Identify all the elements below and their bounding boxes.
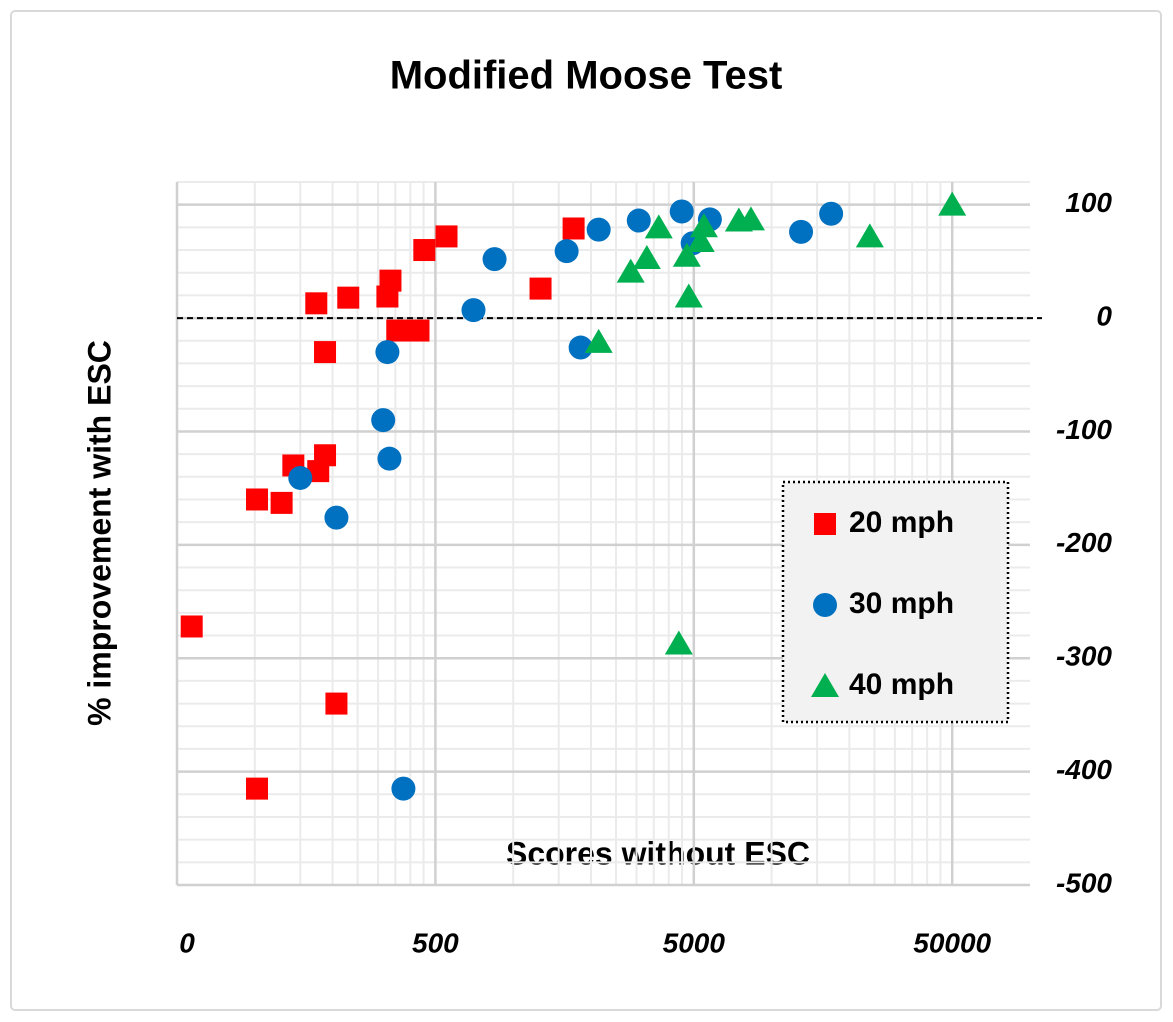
- y-tick-label: -100: [1056, 414, 1112, 445]
- marker: [270, 491, 293, 514]
- legend-marker: [814, 513, 836, 535]
- marker: [337, 286, 360, 309]
- marker: [938, 191, 967, 216]
- marker: [554, 239, 579, 264]
- y-tick-label: 0: [1096, 300, 1112, 331]
- marker: [180, 615, 203, 638]
- marker: [686, 227, 715, 252]
- chart-title: Modified Moose Test: [390, 54, 783, 98]
- marker: [375, 340, 400, 365]
- marker: [672, 242, 701, 267]
- x-tick-label: 500: [412, 927, 459, 958]
- marker: [644, 214, 673, 239]
- marker: [664, 630, 693, 655]
- marker: [789, 219, 814, 244]
- y-tick-label: 100: [1065, 187, 1112, 218]
- marker: [632, 244, 661, 269]
- marker: [568, 335, 593, 360]
- marker: [461, 298, 486, 323]
- marker: [669, 199, 694, 224]
- x-tick-label: 5000: [663, 927, 726, 958]
- marker: [674, 283, 703, 308]
- marker: [482, 247, 507, 272]
- marker: [325, 692, 348, 715]
- marker: [616, 258, 645, 283]
- marker: [386, 319, 409, 342]
- marker: [413, 239, 436, 262]
- marker: [689, 213, 718, 238]
- y-tick-label: -400: [1056, 754, 1112, 785]
- marker: [314, 444, 337, 467]
- marker: [626, 208, 651, 233]
- legend-marker: [813, 593, 837, 617]
- y-tick-label: -200: [1056, 527, 1112, 558]
- marker: [584, 328, 613, 353]
- legend-label: 40 mph: [849, 668, 954, 701]
- marker: [314, 341, 337, 364]
- y-tick-label: -500: [1056, 867, 1112, 898]
- x-tick-label: 50000: [913, 927, 991, 958]
- marker: [379, 269, 402, 292]
- legend-label: 30 mph: [849, 587, 954, 620]
- marker: [246, 488, 269, 511]
- marker: [377, 446, 402, 471]
- marker: [562, 217, 585, 240]
- marker: [819, 201, 844, 226]
- marker: [736, 206, 765, 231]
- marker: [529, 277, 552, 300]
- legend-label: 20 mph: [849, 506, 954, 539]
- marker: [391, 776, 416, 801]
- x-tick-label: 0: [179, 927, 195, 958]
- marker: [855, 223, 884, 248]
- marker: [586, 217, 611, 242]
- y-axis-label: % improvement with ESC: [81, 340, 117, 726]
- marker: [324, 505, 349, 530]
- marker: [305, 292, 328, 315]
- y-tick-label: -300: [1056, 641, 1112, 672]
- marker: [371, 408, 396, 433]
- marker: [435, 225, 458, 248]
- marker: [246, 777, 269, 800]
- marker: [407, 319, 430, 342]
- x-axis-label: Scores without ESC: [506, 835, 810, 871]
- legend-marker: [811, 673, 839, 697]
- marker: [288, 465, 313, 490]
